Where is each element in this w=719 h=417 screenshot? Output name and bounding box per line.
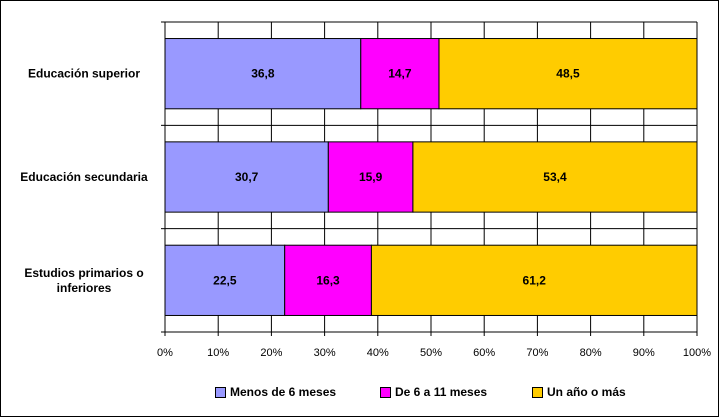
legend-swatch [215,386,226,398]
category-label: Educación secundaria [20,170,148,184]
data-label: 22,5 [213,273,237,287]
x-tick-label: 30% [314,347,336,359]
legend-item-un-ano-o-mas: Un año o más [532,381,626,403]
data-label: 53,4 [543,170,567,184]
category-label-line: inferiores [57,281,112,295]
labels: 0% 10% 20% 30% 40% 50% 60% 70% 80% 90% 100% 36,8 14,… [20,67,711,359]
x-tick-label: 60% [473,347,495,359]
bar-segment [370,244,698,316]
data-label: 36,8 [251,67,275,81]
x-tick-label: 100% [683,347,711,359]
legend-label: Menos de 6 meses [230,385,337,399]
legend-swatch [532,386,543,398]
legend: Menos de 6 meses De 6 a 11 meses Un año … [0,381,719,403]
data-label: 15,9 [359,170,383,184]
x-tick-label: 80% [580,347,602,359]
x-tick-label: 0% [157,347,173,359]
x-tick-label: 10% [207,347,229,359]
data-label: 30,7 [235,170,259,184]
bar-segment [412,141,698,213]
category-label-line: Educación superior [28,67,140,81]
axes [161,21,698,336]
legend-label: De 6 a 11 meses [395,385,488,399]
bar-segment [438,38,698,110]
bar-segment [360,38,440,110]
x-tick-label: 90% [633,347,655,359]
legend-swatch [380,386,391,398]
x-tick-label: 40% [367,347,389,359]
legend-label: Un año o más [547,385,626,399]
bar-segment [164,244,286,316]
data-label: 16,3 [316,273,340,287]
data-label: 48,5 [556,67,580,81]
category-label: Estudios primarios o inferiores [24,266,143,295]
legend-item-6-a-11-meses: De 6 a 11 meses [380,381,487,403]
bar-segment [164,141,329,213]
category-label: Educación superior [28,67,140,81]
data-label: 14,7 [388,67,412,81]
bar-segment [327,141,414,213]
legend-item-menos-6-meses: Menos de 6 meses [215,381,336,403]
data-label: 61,2 [523,273,547,287]
category-label-line: Educación secundaria [20,170,148,184]
x-tick-label: 70% [526,347,548,359]
x-tick-label: 50% [420,347,442,359]
bar-segment [284,244,372,316]
bars [164,38,698,316]
category-label-line: Estudios primarios o [24,266,143,280]
x-tick-label: 20% [260,347,282,359]
